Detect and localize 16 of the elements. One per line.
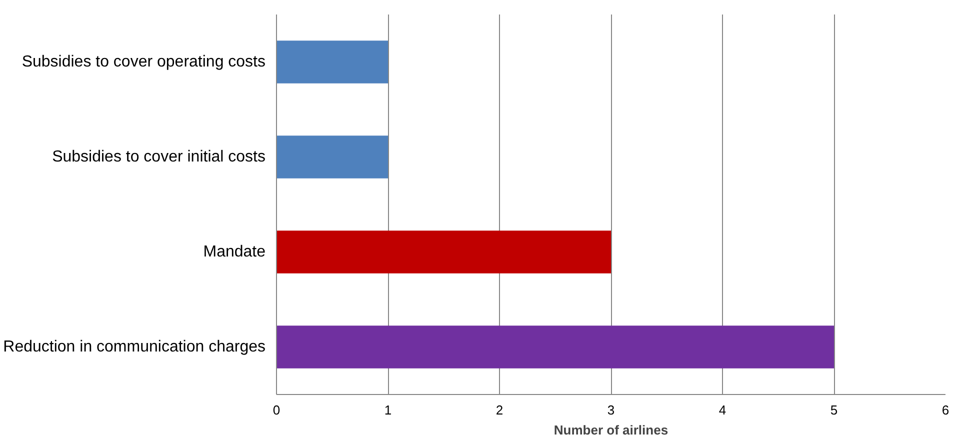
bar xyxy=(276,230,611,274)
y-tick-label: Subsidies to cover operating costs xyxy=(22,54,266,70)
bar xyxy=(276,40,388,84)
bar xyxy=(276,326,834,368)
y-tick-label: Subsidies to cover initial costs xyxy=(52,148,266,166)
x-tick-label: 6 xyxy=(942,402,950,418)
y-tick-label: Reduction in communication charges xyxy=(3,338,266,356)
x-tick-label: 5 xyxy=(830,402,838,418)
x-axis-title: Number of airlines xyxy=(554,422,668,438)
x-tick-label: 4 xyxy=(718,402,726,418)
x-tick-label: 3 xyxy=(607,402,615,418)
x-tick-label: 2 xyxy=(496,402,504,418)
x-tick-label: 1 xyxy=(384,402,392,418)
x-tick-label: 0 xyxy=(272,402,280,418)
y-tick-label: Mandate xyxy=(203,244,266,260)
bar xyxy=(276,136,388,178)
